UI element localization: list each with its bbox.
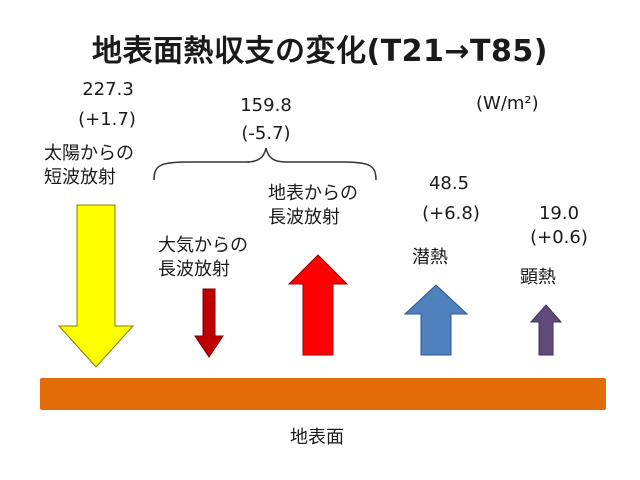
latent-arrow-shape xyxy=(403,284,469,356)
sensible-label: 顕熱 xyxy=(520,267,556,288)
solar-label-line1: 太陽からの xyxy=(44,143,134,164)
sensible-heat-arrow xyxy=(529,304,563,356)
unit-label: (W/m²) xyxy=(476,93,539,114)
latent-heat-arrow xyxy=(403,284,469,356)
atmosphere-longwave-arrow xyxy=(194,288,224,358)
page-title: 地表面熱収支の変化(T21→T85) xyxy=(92,34,548,69)
atm-arrow-shape xyxy=(194,288,224,358)
sensible-change: (+0.6) xyxy=(530,227,588,248)
surface-longwave-arrow xyxy=(287,254,349,356)
solar-label-line2: 短波放射 xyxy=(44,167,116,188)
surface-label-line1: 地表からの xyxy=(268,183,358,204)
latent-value: 48.5 xyxy=(428,173,470,194)
atmosphere-label-line1: 大気からの xyxy=(158,235,248,256)
net-longwave-change: (-5.7) xyxy=(241,123,291,144)
surface-label-line2: 長波放射 xyxy=(268,207,340,228)
sensible-value: 19.0 xyxy=(538,203,580,224)
ground-surface-bar xyxy=(40,378,606,410)
solar-shortwave-arrow xyxy=(57,204,135,368)
solar-arrow-shape xyxy=(57,204,135,368)
solar-change: (+1.7) xyxy=(78,109,136,130)
brace-icon xyxy=(153,147,377,181)
net-longwave-value: 159.8 xyxy=(240,95,292,116)
solar-value: 227.3 xyxy=(82,79,134,100)
ground-label: 地表面 xyxy=(290,427,344,448)
latent-change: (+6.8) xyxy=(422,203,480,224)
surface-arrow-shape xyxy=(287,254,349,356)
sensible-arrow-shape xyxy=(529,304,563,356)
atmosphere-label-line2: 長波放射 xyxy=(158,259,230,280)
latent-label: 潜熱 xyxy=(412,247,448,268)
